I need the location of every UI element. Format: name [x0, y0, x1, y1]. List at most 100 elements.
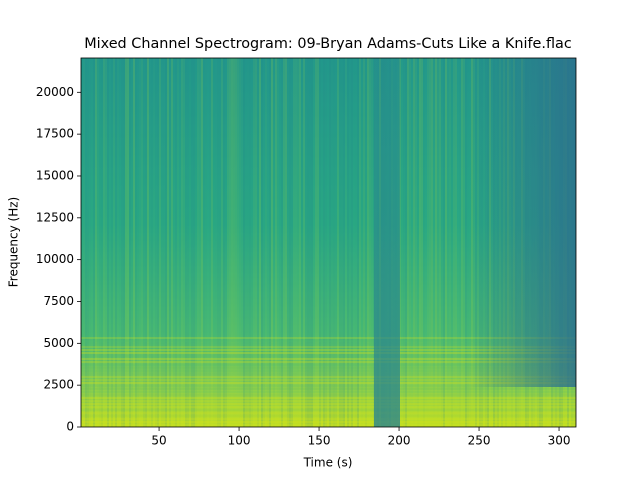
texture-stripe [303, 58, 305, 427]
texture-stripe [85, 58, 87, 427]
texture-stripe [211, 58, 213, 427]
texture-stripe [129, 58, 131, 427]
texture-stripe [307, 58, 309, 427]
texture-stripe [151, 58, 153, 427]
texture-stripe [445, 58, 447, 427]
texture-stripe [255, 58, 257, 427]
texture-row [81, 388, 576, 390]
texture-stripe [419, 58, 421, 427]
plot-frame [80, 57, 577, 428]
texture-stripe [315, 58, 317, 427]
texture-stripe [407, 58, 409, 427]
texture-row [81, 400, 576, 402]
texture-row [81, 424, 576, 426]
texture-stripe [199, 58, 201, 427]
y-tick-label: 17500 [36, 127, 74, 141]
texture-stripe [145, 58, 147, 427]
texture-stripe [263, 58, 265, 427]
texture-row [81, 418, 576, 420]
texture-stripe [159, 58, 161, 427]
texture-stripe [261, 58, 263, 427]
texture-stripe [325, 58, 327, 427]
texture-row [81, 382, 576, 384]
texture-row [81, 358, 576, 360]
x-tick-label: 100 [228, 434, 251, 448]
texture-stripe [453, 58, 455, 427]
y-tick-label: 10000 [36, 252, 74, 266]
texture-stripe [429, 58, 431, 427]
texture-stripe [183, 58, 185, 427]
texture-stripe [427, 58, 429, 427]
y-axis-label: Frequency (Hz) [7, 197, 21, 288]
texture-stripe [331, 58, 333, 427]
texture-stripe [243, 58, 245, 427]
texture-row [81, 415, 576, 417]
texture-stripe [125, 58, 127, 427]
texture-stripe [121, 58, 123, 427]
texture-stripe [169, 58, 171, 427]
texture-stripe [157, 58, 159, 427]
texture-stripe [405, 58, 407, 427]
texture-stripe [439, 58, 441, 427]
y-tick-label: 5000 [43, 336, 74, 350]
texture-stripe [113, 58, 115, 427]
texture-stripe [299, 58, 301, 427]
texture-stripe [103, 58, 105, 427]
texture-stripe [339, 58, 341, 427]
texture-row [81, 406, 576, 408]
texture-stripe [141, 58, 143, 427]
texture-stripe [363, 58, 365, 427]
texture-stripe [413, 58, 415, 427]
texture-row [81, 343, 576, 345]
texture-stripe [409, 58, 411, 427]
texture-stripe [223, 58, 225, 427]
x-tick-label: 300 [548, 434, 571, 448]
texture-stripe [203, 58, 205, 427]
texture-stripe [191, 58, 193, 427]
fade-right [470, 58, 576, 387]
texture-stripe [437, 58, 439, 427]
texture-row [81, 403, 576, 405]
texture-stripe [319, 58, 321, 427]
texture-stripe [161, 58, 163, 427]
texture-row [81, 376, 576, 378]
texture-stripe [291, 58, 293, 427]
texture-stripe [155, 58, 157, 427]
texture-stripe [175, 58, 177, 427]
x-tick-label: 200 [388, 434, 411, 448]
texture-row [81, 337, 576, 339]
texture-stripe [345, 58, 347, 427]
texture-row [81, 397, 576, 399]
y-tick-label: 15000 [36, 168, 74, 182]
texture-stripe [371, 58, 373, 427]
texture-stripe [247, 58, 249, 427]
texture-stripe [351, 58, 353, 427]
spectrogram-image [81, 58, 576, 427]
x-tick-label: 250 [468, 434, 491, 448]
texture-stripe [295, 58, 297, 427]
texture-stripe [455, 58, 457, 427]
texture-row [81, 364, 576, 366]
chart-title: Mixed Channel Spectrogram: 09-Bryan Adam… [84, 36, 572, 52]
texture-stripe [357, 58, 359, 427]
texture-stripe [323, 58, 325, 427]
texture-stripe [221, 58, 223, 427]
texture-stripe [87, 58, 89, 427]
texture-stripe [143, 58, 145, 427]
quiet-band [374, 58, 400, 427]
texture-stripe [431, 58, 433, 427]
texture-stripe [257, 58, 259, 427]
y-tick-label: 0 [66, 420, 74, 434]
texture-stripe [217, 58, 219, 427]
texture-row [81, 412, 576, 414]
texture-row [81, 421, 576, 423]
texture-stripe [171, 58, 173, 427]
y-tick-label: 7500 [43, 294, 74, 308]
y-tick-label: 20000 [36, 85, 74, 99]
texture-stripe [305, 58, 307, 427]
texture-row [81, 409, 576, 411]
texture-stripe [237, 58, 239, 427]
texture-stripe [93, 58, 95, 427]
texture-stripe [225, 58, 227, 427]
texture-stripe [187, 58, 189, 427]
